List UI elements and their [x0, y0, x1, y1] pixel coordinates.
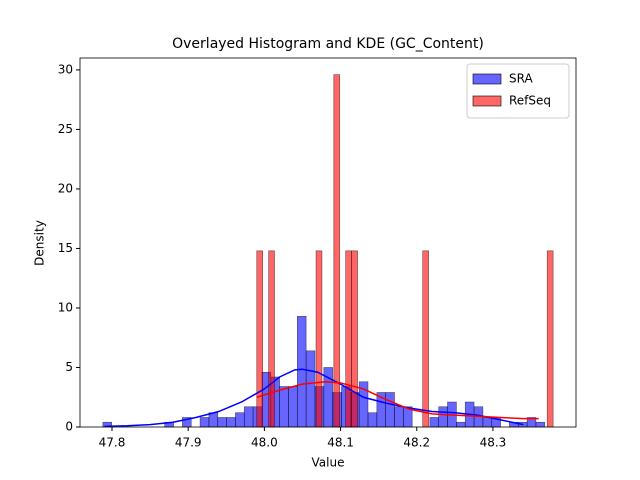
x-tick-label: 47.8	[99, 436, 126, 450]
x-tick-label: 48.3	[480, 436, 507, 450]
histogram-bar	[208, 412, 219, 428]
histogram-bar	[456, 421, 466, 428]
histogram-bar	[288, 386, 298, 428]
histogram-bar	[367, 412, 378, 428]
histogram-bar	[235, 412, 245, 428]
histogram-bar	[199, 417, 210, 428]
legend-swatch	[472, 95, 502, 107]
histogram-bar	[546, 250, 554, 428]
histogram-bar	[333, 74, 341, 428]
x-tick-label: 48.1	[327, 436, 354, 450]
kde-line	[256, 381, 539, 420]
legend-swatch	[472, 73, 502, 85]
kde-line	[104, 368, 524, 428]
histogram-bar	[243, 406, 254, 428]
histogram-bar	[315, 250, 323, 428]
histogram-bar	[345, 250, 352, 428]
plot-frame	[79, 57, 577, 428]
y-tick-label: 10	[58, 300, 73, 314]
histogram-bar	[279, 386, 289, 428]
histogram-bar	[351, 250, 358, 428]
y-tick-label: 25	[58, 122, 73, 136]
legend-label: RefSeq	[509, 94, 551, 108]
y-tick-label: 0	[65, 420, 73, 434]
legend-label: SRA	[509, 72, 533, 86]
histogram-bar	[482, 417, 493, 428]
y-axis-label: Density	[33, 220, 47, 266]
y-tick-label: 5	[65, 360, 73, 374]
histogram-bar	[217, 417, 227, 428]
histogram-bar	[256, 250, 264, 428]
y-tick-label: 30	[58, 62, 73, 76]
histogram-bar	[394, 406, 404, 428]
x-tick-label: 47.9	[175, 436, 202, 450]
histogram-bar	[438, 406, 448, 428]
histogram-bar	[429, 417, 440, 428]
histogram-bar	[535, 421, 546, 428]
histogram-bar	[268, 250, 275, 428]
histogram-bar	[385, 392, 395, 428]
x-tick-label: 48.2	[403, 436, 430, 450]
x-tick-label: 48.0	[251, 436, 278, 450]
y-tick-label: 15	[58, 241, 73, 255]
histogram-bar	[305, 350, 316, 428]
x-axis-label: Value	[312, 456, 345, 470]
y-tick-label: 20	[58, 181, 73, 195]
histogram-bar	[226, 417, 236, 428]
histogram-bar	[296, 315, 307, 428]
chart-title: Overlayed Histogram and KDE (GC_Content)	[172, 36, 484, 52]
histogram-bar	[422, 250, 429, 428]
